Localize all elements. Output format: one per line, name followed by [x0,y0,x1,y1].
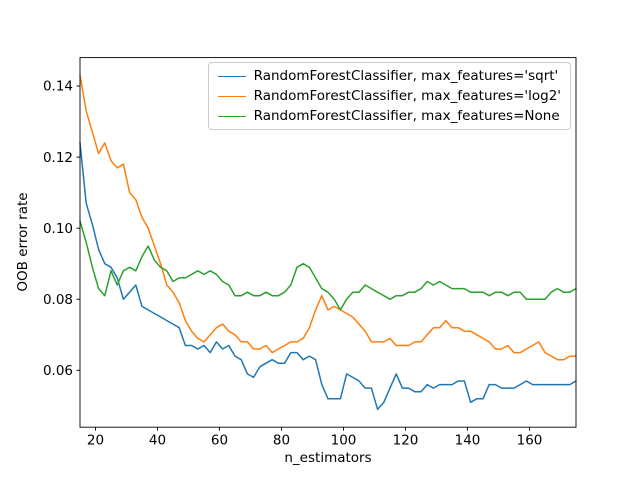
x-tick-label: 20 [87,433,104,449]
legend-item: RandomForestClassifier, max_features='lo… [217,88,561,104]
x-tick-label: 80 [273,433,290,449]
series-line-2 [79,220,577,311]
x-tick-label: 160 [517,433,543,449]
legend-item: RandomForestClassifier, max_features=Non… [217,108,561,124]
y-tick-label: 0.14 [43,79,73,95]
y-tick-label: 0.12 [43,150,73,166]
x-axis-label: n_estimators [284,450,372,466]
legend-label: RandomForestClassifier, max_features=Non… [253,108,560,124]
y-tick-label: 0.08 [43,292,73,308]
axes-spines [79,57,577,428]
legend-label: RandomForestClassifier, max_features='lo… [253,88,561,104]
x-tick-label: 100 [331,433,357,449]
legend: RandomForestClassifier, max_features='sq… [207,62,571,130]
legend-label: RandomForestClassifier, max_features='sq… [253,68,559,84]
x-tick-label: 60 [211,433,228,449]
y-axis-label: OOB error rate [15,192,31,292]
y-tick-label: 0.06 [43,363,73,379]
x-tick-label: 120 [393,433,419,449]
x-tick-label: 140 [455,433,481,449]
legend-item: RandomForestClassifier, max_features='sq… [217,68,561,84]
x-tick-label: 40 [149,433,166,449]
series-line-0 [79,142,577,411]
y-tick-label: 0.10 [43,221,73,237]
series-line-1 [79,74,577,361]
legend-line-swatch [217,95,246,97]
legend-line-swatch [217,75,246,77]
legend-line-swatch [217,115,246,117]
